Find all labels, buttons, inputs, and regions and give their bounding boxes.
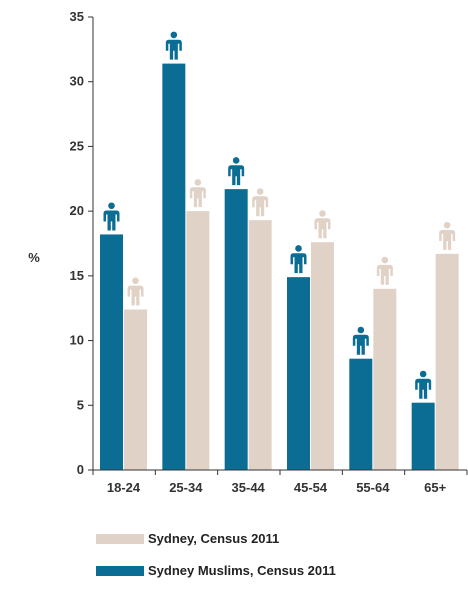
bar: [411, 402, 435, 470]
y-tick-label: 0: [77, 462, 84, 477]
person-icon-body: [252, 196, 269, 217]
person-icon-head: [256, 188, 264, 195]
chart: % 0 5 10 15 20 25 30 35 18-24 25-34 35-44 45-54 55-6…: [28, 9, 468, 578]
person-icon: [228, 157, 245, 186]
y-tick-label: 20: [70, 203, 84, 218]
person-icon-body: [228, 165, 245, 186]
person-icon: [290, 245, 307, 274]
person-icon-head: [108, 202, 115, 210]
person-icon-body: [189, 187, 206, 208]
y-tick-label: 25: [70, 138, 84, 153]
bar: [162, 63, 186, 470]
legend-item-sydney: Sydney, Census 2011: [96, 531, 336, 546]
person-icon-head: [319, 210, 326, 217]
legend-swatch-sydney-muslims: [96, 565, 144, 576]
bar-chart: % 0 5 10 15 20 25 30 35 18-24 25-34 35-44 45-54 55-6…: [28, 9, 468, 495]
person-icon: [127, 277, 144, 306]
person-icon-body: [352, 334, 369, 355]
person-icon: [352, 326, 369, 355]
person-icon: [314, 210, 331, 239]
person-icon-head: [419, 370, 427, 378]
x-tick-label: 35-44: [232, 480, 266, 495]
bar: [124, 309, 147, 470]
x-tick-label: 65+: [424, 480, 446, 495]
person-icon-head: [194, 179, 202, 186]
person-icon-body: [290, 253, 307, 274]
person-icon-body: [314, 218, 331, 239]
y-tick-label: 15: [70, 268, 84, 283]
person-icon: [189, 179, 206, 208]
person-icon-body: [127, 285, 144, 306]
person-icon: [165, 31, 182, 60]
person-icon-body: [165, 39, 182, 60]
bar: [186, 211, 210, 470]
person-icon: [252, 188, 269, 217]
y-tick-label: 10: [70, 333, 84, 348]
person-icon: [103, 202, 120, 231]
person-icon-body: [439, 229, 456, 250]
person-icon-head: [357, 326, 365, 334]
person-icon-body: [376, 264, 393, 285]
person-icon: [376, 256, 393, 285]
x-tick-label: 18-24: [107, 480, 141, 495]
y-tick-label: 30: [70, 74, 84, 89]
bar: [100, 234, 123, 470]
bar: [349, 358, 373, 470]
y-axis-title: %: [28, 250, 40, 265]
bar: [311, 242, 334, 470]
legend-item-sydney-muslims: Sydney Muslims, Census 2011: [96, 563, 336, 578]
legend: Sydney, Census 2011 Sydney Muslims, Cens…: [96, 531, 336, 595]
legend-swatch-sydney: [96, 533, 144, 544]
legend-label-sydney: Sydney, Census 2011: [148, 531, 280, 546]
legend-label-sydney-muslims: Sydney Muslims, Census 2011: [148, 563, 336, 578]
person-icon: [439, 221, 456, 250]
bar: [248, 220, 272, 470]
person-icon-head: [381, 256, 389, 264]
y-tick-label: 35: [70, 9, 84, 24]
bar: [287, 277, 310, 470]
person-icon-head: [132, 277, 139, 285]
x-tick-label: 45-54: [294, 480, 328, 495]
x-tick-label: 25-34: [169, 480, 203, 495]
person-icon-head: [232, 157, 240, 164]
person-icon-head: [170, 31, 178, 39]
person-icon-body: [415, 378, 432, 399]
bar: [435, 253, 459, 470]
x-tick-label: 55-64: [356, 480, 390, 495]
person-icon: [415, 370, 432, 399]
bar: [224, 189, 248, 470]
person-icon-body: [103, 210, 120, 231]
y-tick-label: 5: [77, 397, 84, 412]
person-icon-head: [443, 221, 451, 229]
bar: [373, 288, 397, 470]
person-icon-head: [295, 245, 302, 252]
